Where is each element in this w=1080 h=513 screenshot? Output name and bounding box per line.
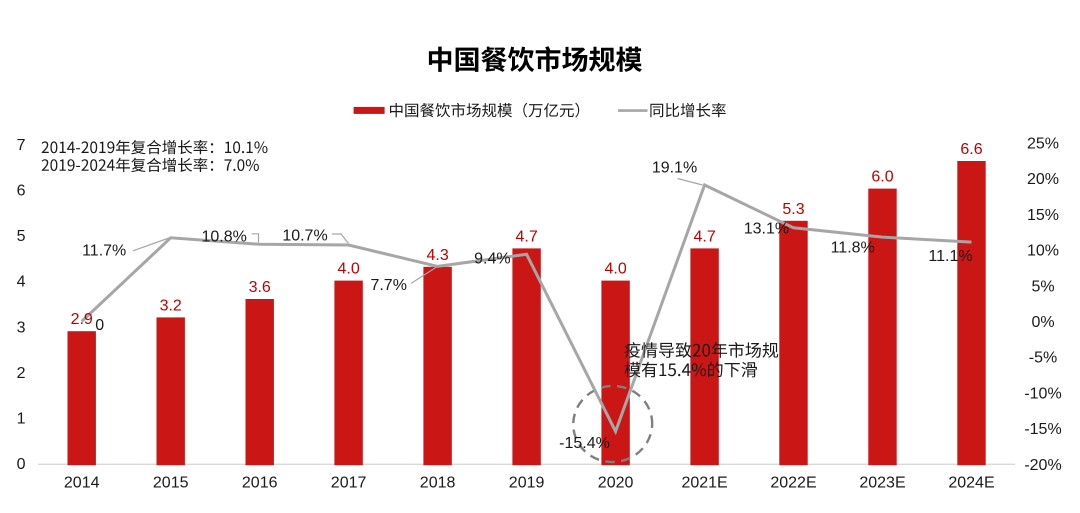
svg-text:2021E: 2021E <box>681 475 727 492</box>
svg-text:7: 7 <box>17 137 26 154</box>
svg-text:2: 2 <box>17 365 26 382</box>
svg-text:19.1%: 19.1% <box>652 160 697 177</box>
svg-text:2020: 2020 <box>598 475 634 492</box>
svg-text:5.3: 5.3 <box>782 201 804 218</box>
svg-text:2014: 2014 <box>64 475 100 492</box>
svg-text:20%: 20% <box>1027 171 1059 188</box>
svg-text:2015: 2015 <box>153 475 189 492</box>
svg-text:-15%: -15% <box>1024 421 1061 438</box>
svg-text:2022E: 2022E <box>770 475 816 492</box>
svg-text:5%: 5% <box>1031 278 1054 295</box>
svg-text:-10%: -10% <box>1024 385 1061 402</box>
svg-text:2023E: 2023E <box>859 475 905 492</box>
svg-text:11.7%: 11.7% <box>82 243 126 260</box>
svg-text:0: 0 <box>95 317 104 334</box>
svg-text:10.8%: 10.8% <box>202 229 247 246</box>
svg-text:2016: 2016 <box>242 475 278 492</box>
svg-text:0: 0 <box>17 456 26 473</box>
svg-text:2.9: 2.9 <box>71 311 93 328</box>
svg-text:0%: 0% <box>1031 314 1054 331</box>
svg-text:4: 4 <box>17 274 26 291</box>
svg-text:10%: 10% <box>1027 243 1059 260</box>
svg-text:6: 6 <box>17 183 26 200</box>
svg-text:7.7%: 7.7% <box>370 277 406 294</box>
svg-text:-15.4%: -15.4% <box>559 435 610 452</box>
svg-text:6.6: 6.6 <box>960 141 982 158</box>
svg-text:6.0: 6.0 <box>871 169 893 186</box>
svg-text:13.1%: 13.1% <box>744 221 789 238</box>
svg-text:9.4%: 9.4% <box>474 251 510 268</box>
svg-text:4.7: 4.7 <box>693 228 715 245</box>
svg-text:2018: 2018 <box>420 475 456 492</box>
svg-text:15%: 15% <box>1027 207 1059 224</box>
svg-text:4.0: 4.0 <box>337 261 359 278</box>
svg-text:2017: 2017 <box>331 475 367 492</box>
svg-text:2024E: 2024E <box>948 475 994 492</box>
svg-text:25%: 25% <box>1027 135 1059 152</box>
svg-text:4.0: 4.0 <box>604 261 626 278</box>
svg-text:4.3: 4.3 <box>426 247 448 264</box>
svg-text:-20%: -20% <box>1024 457 1061 474</box>
svg-text:-5%: -5% <box>1029 350 1057 367</box>
svg-text:11.8%: 11.8% <box>831 240 875 257</box>
svg-text:11.1%: 11.1% <box>928 248 972 265</box>
svg-text:5: 5 <box>17 228 26 245</box>
svg-text:3.6: 3.6 <box>249 279 271 296</box>
svg-text:3: 3 <box>17 319 26 336</box>
svg-text:3.2: 3.2 <box>160 297 182 314</box>
svg-text:4.7: 4.7 <box>515 228 537 245</box>
svg-text:2019: 2019 <box>509 475 545 492</box>
svg-text:1: 1 <box>17 410 26 427</box>
svg-text:10.7%: 10.7% <box>282 227 327 244</box>
